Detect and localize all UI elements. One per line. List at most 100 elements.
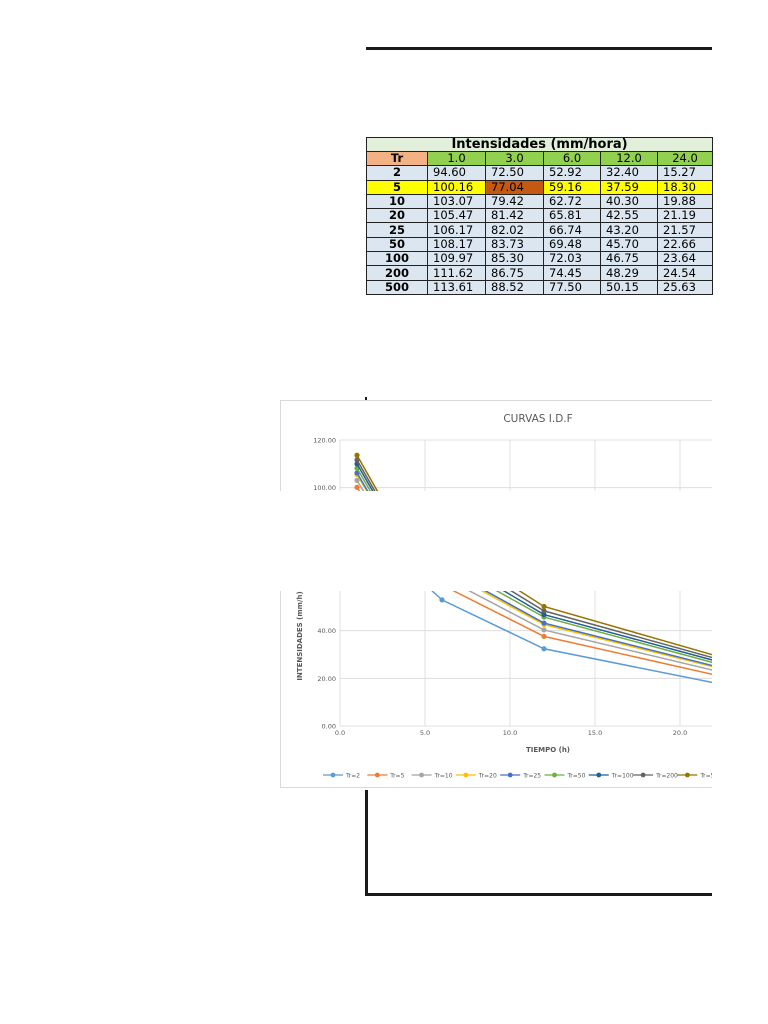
table-title-row: Intensidades (mm/hora) [365,137,714,152]
y-tick-label: 100.00 [313,484,336,492]
intensity-cell: 15.27 [656,165,714,181]
y-tick-label: 120.00 [313,437,336,445]
intensity-cell: 25.63 [656,279,714,295]
data-point [439,597,445,603]
legend-label: Tr=20 [478,772,497,779]
data-point [541,603,547,610]
rule-tick [365,397,367,401]
table-row: 5 100.16 77.04 59.16 37.59 18.30 [366,179,714,195]
intensity-cell: 85.30 [485,251,544,267]
data-point [354,484,360,490]
idf-chart-svg: CURVAS I.D.F 0.0020.0040.0060.0080.00100… [280,400,712,788]
legend-swatch-marker [685,772,690,778]
intensity-cell: 106.17 [427,222,486,238]
y-tick-label: 20.00 [317,675,336,683]
legend-label: Tr=200 [655,772,678,779]
intensity-cell: 74.45 [543,265,601,281]
header-duration: 6.0 [543,150,601,167]
return-period-cell: 10 [366,193,428,210]
intensity-cell: 111.62 [427,265,486,281]
legend-swatch-marker [640,772,646,778]
return-period-cell: 25 [366,222,428,238]
intensity-cell: 100.16 [427,179,486,195]
legend-swatch-marker [552,772,557,778]
return-period-cell: 2 [366,165,428,181]
x-tick-label: 10.0 [503,729,517,737]
legend-swatch-marker [463,772,469,778]
intensity-cell: 52.92 [543,165,601,181]
intensity-cell: 42.55 [600,208,658,224]
return-period-cell: 5 [366,179,428,195]
data-point [541,608,547,614]
intensity-cell: 109.97 [427,251,486,267]
intensity-cell: 79.42 [485,193,544,210]
top-rule [366,47,712,50]
intensity-cell: 77.50 [543,279,601,295]
intensity-cell: 37.59 [600,179,658,195]
legend-label: Tr=500 [699,772,712,779]
intensity-cell: 21.57 [656,222,714,238]
data-point [541,627,547,633]
header-tr: Tr [366,150,428,167]
return-period-cell: 200 [366,265,428,281]
legend-label: Tr=2 [345,772,360,779]
intensity-cell: 72.50 [485,165,544,181]
legend-label: Tr=25 [522,772,541,779]
table-header-row: Tr 1.0 3.0 6.0 12.0 24.0 [366,150,714,167]
return-period-cell: 20 [366,208,428,224]
table-title: Intensidades (mm/hora) [365,137,714,152]
legend: Tr=2 Tr=5 Tr=10 Tr=20 Tr=25 Tr=50 Tr=100 Tr=200… [323,772,712,779]
data-point [541,620,547,626]
table-row: 500 113.61 88.52 77.50 50.15 25.63 [366,279,714,295]
intensity-cell: 40.30 [600,193,658,210]
intensity-cell: 23.64 [656,251,714,267]
legend-swatch-marker [330,772,336,778]
intensity-cell: 86.75 [485,265,544,281]
x-tick-label: 20.0 [673,729,687,737]
table-row: 200 111.62 86.75 74.45 48.29 24.54 [366,265,714,281]
intensity-cell: 113.61 [427,279,486,295]
table-row: 20 105.47 81.42 65.81 42.55 21.19 [366,208,714,224]
chart-area [280,400,712,788]
return-period-cell: 50 [366,236,428,253]
intensity-cell: 82.02 [485,222,544,238]
intensity-cell: 59.16 [543,179,601,195]
intensity-cell: 83.73 [485,236,544,253]
x-tick-label: 0.0 [335,729,345,737]
intensity-cell: 81.42 [485,208,544,224]
intensity-cell: 48.29 [600,265,658,281]
y-tick-label: 0.00 [322,723,336,731]
y-tick-label: 40.00 [317,627,336,635]
intensity-cell: 46.75 [600,251,658,267]
intensity-cell: 62.72 [543,193,601,210]
intensity-cell: 94.60 [427,165,486,181]
legend-label: Tr=50 [567,772,586,779]
frame-bottom-rule [365,893,712,896]
intensity-cell: 88.52 [485,279,544,295]
intensity-cell: 19.88 [656,193,714,210]
data-point [354,452,360,458]
intensity-cell: 105.47 [427,208,486,224]
intensity-cell: 69.48 [543,236,601,253]
return-period-cell: 500 [366,279,428,295]
intensity-cell: 18.30 [656,179,714,195]
x-axis-label: TIEMPO (h) [526,746,570,754]
idf-chart: CURVAS I.D.F 0.0020.0040.0060.0080.00100… [280,400,712,788]
header-duration: 12.0 [600,150,658,167]
x-tick-label: 5.0 [420,729,430,737]
data-point [541,611,547,618]
data-point [541,633,547,640]
intensity-cell: 22.66 [656,236,714,253]
intensity-cell: 103.07 [427,193,486,210]
intensity-cell: 66.74 [543,222,601,238]
legend-swatch-marker [419,772,424,778]
intensity-cell: 43.20 [600,222,658,238]
legend-label: Tr=5 [389,772,404,779]
legend-swatch-marker [507,772,513,778]
intensity-cell: 32.40 [600,165,658,181]
intensity-cell: 72.03 [543,251,601,267]
header-duration: 1.0 [427,150,486,167]
intensity-cell: 24.54 [656,265,714,281]
legend-label: Tr=100 [611,772,634,779]
intensity-table: Intensidades (mm/hora) Tr 1.0 3.0 6.0 12.0 24.… [365,137,714,295]
